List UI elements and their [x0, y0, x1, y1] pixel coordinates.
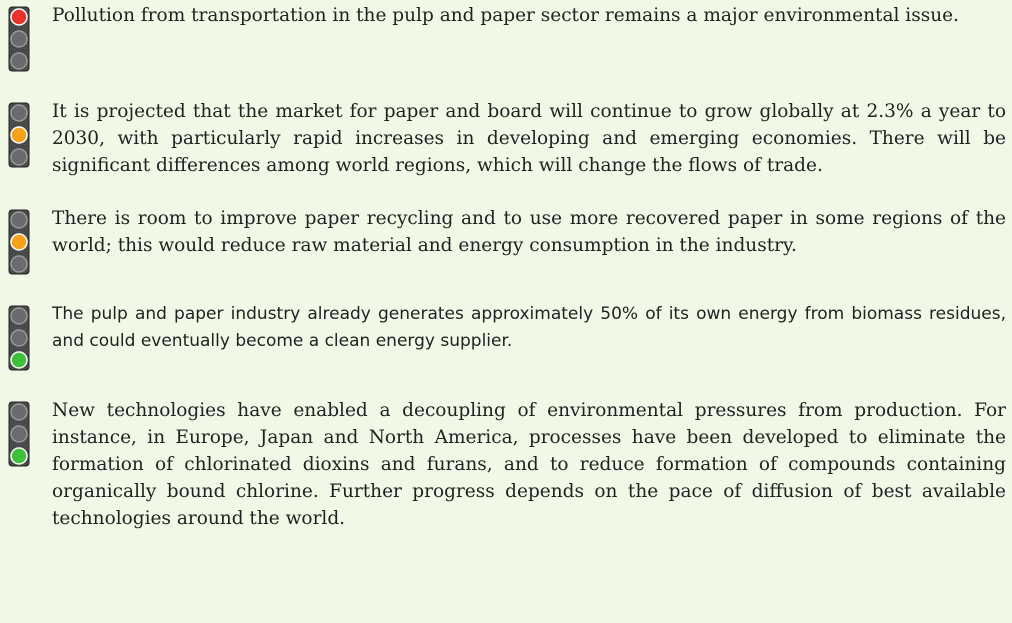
light [10, 329, 28, 347]
traffic-light [8, 102, 30, 168]
item-text: It is projected that the market for pape… [52, 101, 1006, 176]
traffic-light [8, 401, 30, 467]
item-text: New technologies have enabled a decoupli… [52, 400, 1006, 529]
item: New technologies have enabled a decoupli… [8, 397, 1006, 532]
light [10, 211, 28, 229]
item-text: There is room to improve paper recycling… [52, 208, 1006, 256]
light [10, 307, 28, 325]
item-text: Pollution from transportation in the pul… [52, 5, 959, 26]
light [10, 255, 28, 273]
light [10, 126, 28, 144]
light [10, 351, 28, 369]
light [10, 403, 28, 421]
traffic-light [8, 305, 30, 371]
item: It is projected that the market for pape… [8, 98, 1006, 179]
light [10, 425, 28, 443]
light [10, 233, 28, 251]
light [10, 30, 28, 48]
item-list: Pollution from transportation in the pul… [8, 2, 1006, 532]
item: There is room to improve paper recycling… [8, 205, 1006, 275]
light [10, 52, 28, 70]
light [10, 8, 28, 26]
light [10, 148, 28, 166]
item: Pollution from transportation in the pul… [8, 2, 1006, 72]
item-text: The pulp and paper industry already gene… [52, 304, 1006, 351]
light [10, 104, 28, 122]
light [10, 447, 28, 465]
item: The pulp and paper industry already gene… [8, 301, 1006, 371]
traffic-light [8, 209, 30, 275]
traffic-light [8, 6, 30, 72]
